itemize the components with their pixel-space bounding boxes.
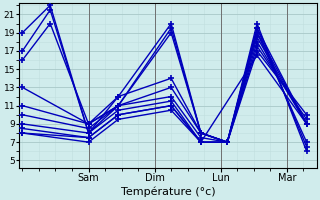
X-axis label: Température (°c): Température (°c) [121,186,215,197]
